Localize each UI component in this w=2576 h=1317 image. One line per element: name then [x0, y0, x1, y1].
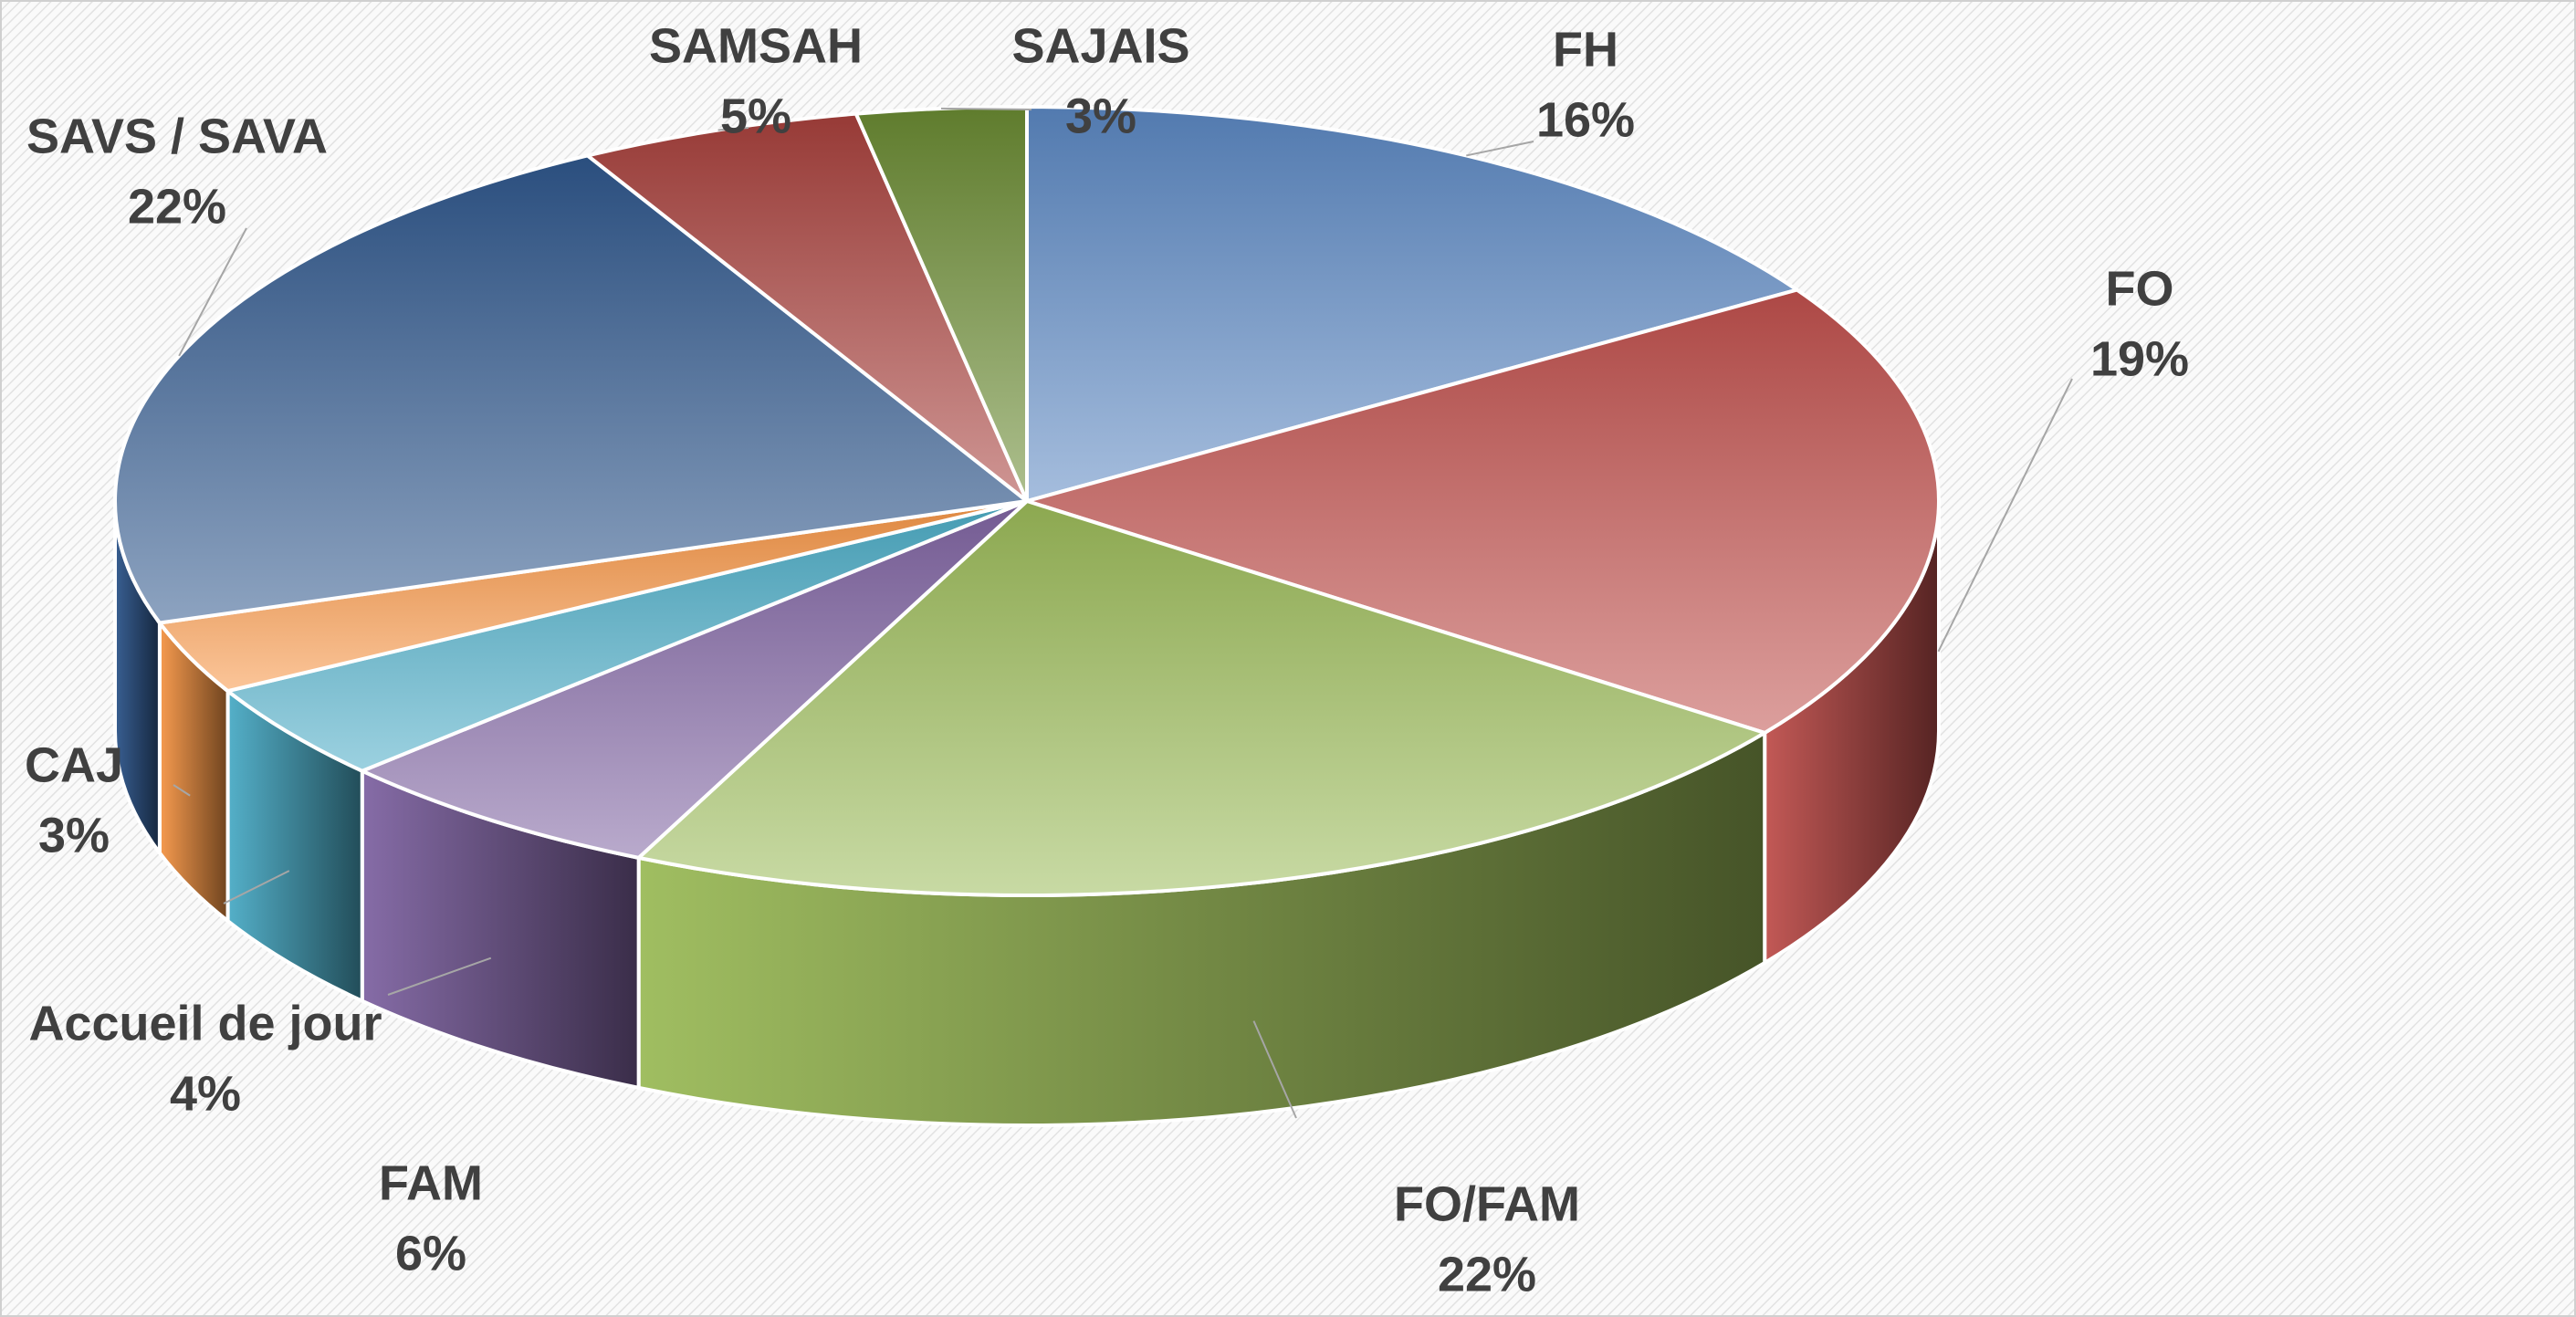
- slice: [583, 111, 1029, 503]
- leader-line: [717, 127, 749, 131]
- labels: FH 16% FO 19% FO/FAM 22% FAM 6% Accueil de jour 4…: [25, 18, 2189, 1301]
- leader-line: [940, 107, 1032, 110]
- value-label: 22%: [1438, 1247, 1536, 1301]
- value-label: 16%: [1536, 92, 1635, 147]
- slice: [224, 499, 1028, 773]
- category-label: FO: [2106, 261, 2174, 316]
- leader-line: [387, 956, 492, 996]
- value-label: 22%: [128, 179, 226, 234]
- leader-line: [1466, 141, 1534, 157]
- category-label: FO/FAM: [1394, 1176, 1580, 1231]
- value-label: 19%: [2090, 331, 2189, 386]
- side-walls: [113, 500, 1941, 1128]
- leader-line: [1252, 1020, 1297, 1119]
- category-label: FH: [1553, 22, 1618, 77]
- category-label: Accueil de jour: [28, 996, 382, 1050]
- category-label: FAM: [379, 1155, 483, 1210]
- slice: [357, 499, 1029, 861]
- value-label: 5%: [720, 89, 791, 143]
- value-label: 3%: [38, 808, 110, 862]
- slice: [1025, 104, 1802, 504]
- category-label: CAJ: [25, 737, 123, 792]
- slice: [853, 104, 1029, 502]
- leader-line: [173, 784, 191, 797]
- slice: [1020, 287, 1941, 736]
- leader-line: [223, 870, 290, 904]
- value-label: 3%: [1065, 89, 1136, 143]
- leader-line: [1937, 378, 2073, 653]
- value-label: 4%: [170, 1066, 241, 1121]
- category-label: SAMSAH: [649, 18, 863, 73]
- category-label: SAVS / SAVA: [26, 109, 328, 163]
- top-faces: [113, 104, 1941, 897]
- value-label: 6%: [395, 1226, 466, 1280]
- category-label: SAJAIS: [1011, 18, 1189, 73]
- leader-line: [178, 227, 247, 357]
